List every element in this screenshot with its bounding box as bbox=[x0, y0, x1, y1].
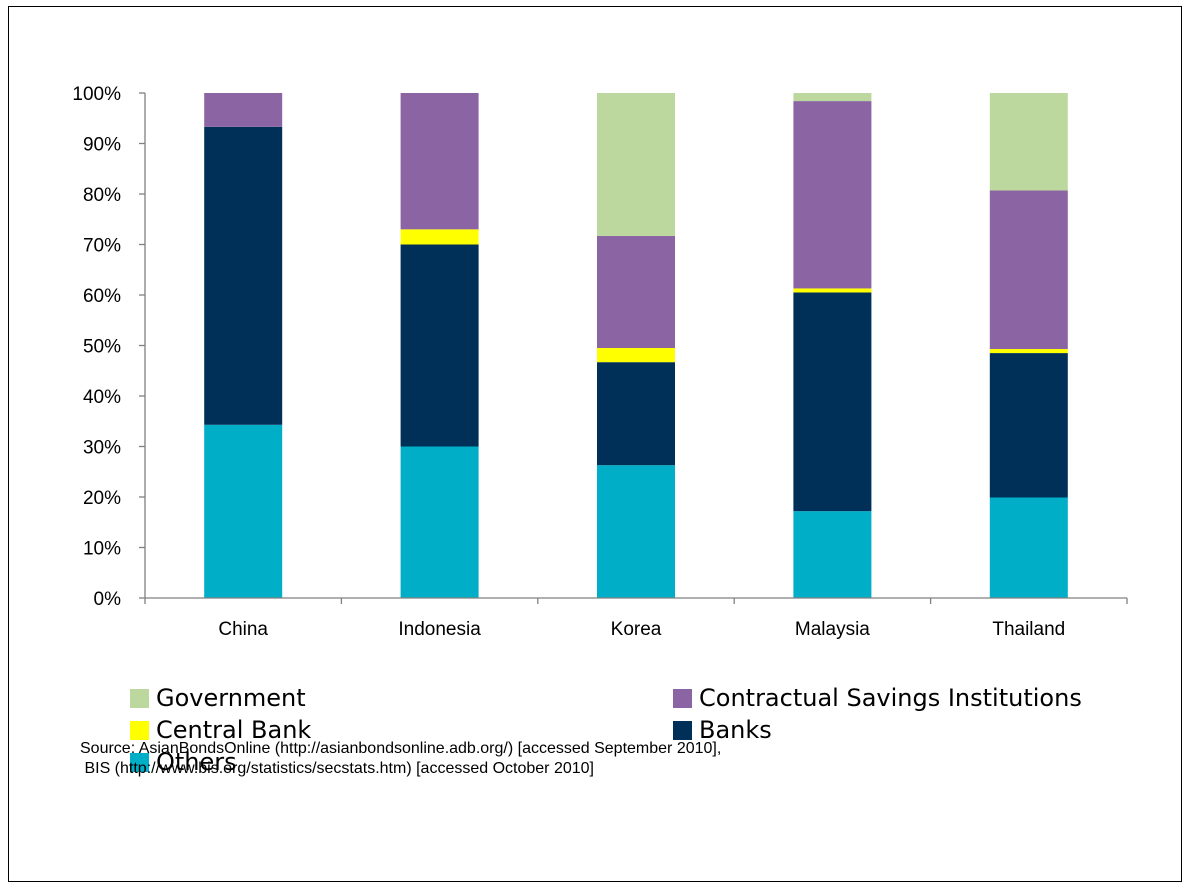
bar-malaysia-central-bank bbox=[793, 288, 872, 293]
y-tick-label: 70% bbox=[83, 236, 121, 257]
labels-group: China Indonesia Korea Malaysia Thailand 0% 10%… bbox=[72, 84, 1065, 640]
bar-indonesia-banks bbox=[400, 244, 479, 447]
bar-malaysia-contractual-savings-institutions bbox=[793, 101, 872, 289]
y-tick-label: 30% bbox=[83, 438, 121, 459]
source-line-2: BIS (http://www.bis.org/statistics/secst… bbox=[80, 760, 594, 777]
y-tick-label: 40% bbox=[83, 387, 121, 408]
bar-korea-contractual-savings-institutions bbox=[597, 235, 675, 349]
y-tick-label: 0% bbox=[94, 589, 122, 610]
bars-group bbox=[204, 93, 1068, 598]
bar-korea-central-bank bbox=[597, 348, 675, 363]
bar-china-banks bbox=[204, 126, 283, 425]
bar-malaysia-others bbox=[793, 511, 872, 598]
bar-malaysia-government bbox=[793, 93, 872, 102]
bar-korea-banks bbox=[597, 362, 675, 466]
bar-indonesia-others bbox=[400, 446, 479, 598]
bar-korea-others bbox=[597, 465, 675, 598]
bar-korea-government bbox=[597, 93, 675, 236]
y-tick-label: 60% bbox=[83, 286, 121, 307]
x-tick-label-indonesia: Indonesia bbox=[398, 619, 481, 640]
y-tick-label: 10% bbox=[83, 539, 121, 560]
bar-thailand-central-bank bbox=[989, 349, 1068, 354]
x-tick-label-thailand: Thailand bbox=[992, 619, 1065, 640]
y-tick-label: 80% bbox=[83, 185, 121, 206]
bar-thailand-contractual-savings-institutions bbox=[989, 190, 1068, 350]
bar-china-others bbox=[204, 424, 283, 598]
x-tick-label-korea: Korea bbox=[611, 619, 662, 640]
y-tick-label: 50% bbox=[83, 337, 121, 358]
chart-frame bbox=[8, 6, 1182, 882]
x-tick-label-china: China bbox=[218, 619, 268, 640]
source-line-1: Source: AsianBondsOnline (http://asianbo… bbox=[80, 740, 722, 757]
y-tick-label: 20% bbox=[83, 488, 121, 509]
bar-thailand-banks bbox=[989, 353, 1068, 498]
bar-indonesia-central-bank bbox=[400, 229, 479, 245]
source-note: Source: AsianBondsOnline (http://asianbo… bbox=[80, 739, 721, 779]
bar-indonesia-contractual-savings-institutions bbox=[400, 93, 479, 230]
x-tick-label-malaysia: Malaysia bbox=[795, 619, 870, 640]
axes-group bbox=[139, 92, 1128, 604]
bar-malaysia-banks bbox=[793, 292, 872, 512]
y-tick-label: 100% bbox=[72, 84, 121, 105]
y-tick-label: 90% bbox=[83, 135, 121, 156]
bar-china-contractual-savings-institutions bbox=[204, 93, 283, 127]
bar-thailand-government bbox=[989, 93, 1068, 191]
bar-thailand-others bbox=[989, 497, 1068, 598]
